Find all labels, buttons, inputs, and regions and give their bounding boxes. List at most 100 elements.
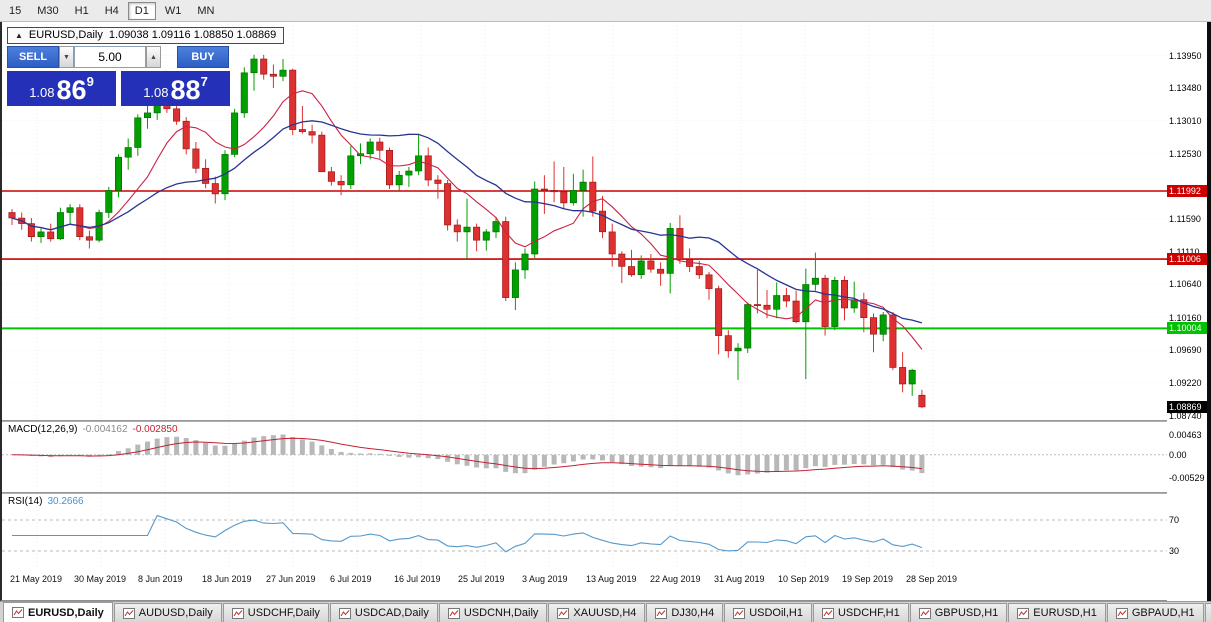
mini-chart-icon xyxy=(447,607,460,619)
mini-chart-icon xyxy=(231,607,244,619)
tab-label: EURUSD,Daily xyxy=(28,606,104,619)
rsi-panel-canvas[interactable] xyxy=(2,494,1167,568)
price-level-tag: 1.10004 xyxy=(1167,322,1207,335)
time-axis-label: 13 Aug 2019 xyxy=(586,574,637,584)
timeframe-button-mn[interactable]: MN xyxy=(190,2,221,20)
rsi-label: RSI(14) 30.2666 xyxy=(6,496,86,507)
bid-big-digits: 86 xyxy=(56,75,87,105)
time-axis-label: 19 Sep 2019 xyxy=(842,574,894,584)
buy-button[interactable]: BUY xyxy=(177,46,229,68)
timeframe-button-h1[interactable]: H1 xyxy=(68,2,96,20)
timeframe-button-d1[interactable]: D1 xyxy=(127,1,156,20)
time-axis-label: 3 Aug 2019 xyxy=(522,574,568,584)
tab-label: EURUSD,H1 xyxy=(1033,607,1097,619)
time-axis-label: 16 Jul 2019 xyxy=(394,574,441,584)
chart-tab-usdjp[interactable]: USDJP xyxy=(1204,603,1211,622)
volume-down-button[interactable]: ▼ xyxy=(59,46,74,68)
time-axis-label: 27 Jun 2019 xyxy=(266,574,316,584)
sell-button[interactable]: SELL xyxy=(7,46,59,68)
chart-tab-usdoil-h1[interactable]: USDOil,H1 xyxy=(724,603,812,622)
tab-label: USDCAD,Daily xyxy=(354,607,429,619)
mini-chart-icon xyxy=(733,607,746,619)
timeframe-button-m30[interactable]: M30 xyxy=(30,2,65,20)
mini-chart-icon xyxy=(338,607,351,619)
tab-label: AUDUSD,Daily xyxy=(138,607,213,619)
panel-divider[interactable] xyxy=(2,420,1207,422)
volume-up-button[interactable]: ▲ xyxy=(146,46,161,68)
axis-tick: 1.10640 xyxy=(1169,279,1202,290)
tab-label: USDOil,H1 xyxy=(749,607,803,619)
ask-prefix: 1.08 xyxy=(143,85,169,100)
time-axis-label: 18 Jun 2019 xyxy=(202,574,252,584)
chart-tab-usdchf-daily[interactable]: USDCHF,Daily xyxy=(222,603,329,622)
price-level-tag: 1.08869 xyxy=(1167,400,1207,413)
chart-tab-usdcnh-daily[interactable]: USDCNH,Daily xyxy=(438,603,548,622)
price-level-tag: 1.11992 xyxy=(1167,184,1207,197)
mini-chart-icon xyxy=(655,607,668,619)
mini-chart-icon xyxy=(12,607,24,618)
rsi-name: RSI(14) xyxy=(8,496,43,507)
axis-tick: 1.10160 xyxy=(1169,312,1202,323)
chart-area: 21 May 2019 30 May 2019 8 Jun 2019 18 Jun 2… xyxy=(0,22,1211,601)
time-axis-label: 31 Aug 2019 xyxy=(714,574,765,584)
macd-signal-value: -0.002850 xyxy=(132,424,178,435)
spacer xyxy=(161,46,177,68)
mini-chart-icon xyxy=(1115,607,1128,619)
time-axis-label: 21 May 2019 xyxy=(10,574,63,584)
axis-tick: 1.13480 xyxy=(1169,83,1202,94)
axis-tick: 1.12530 xyxy=(1169,148,1202,159)
axis-tick: 70 xyxy=(1169,515,1180,525)
chart-tab-xauusd-h4[interactable]: XAUUSD,H4 xyxy=(548,603,646,622)
time-axis-label: 28 Sep 2019 xyxy=(906,574,958,584)
axis-tick: 1.11590 xyxy=(1169,213,1201,224)
time-axis-label: 25 Jul 2019 xyxy=(458,574,505,584)
tab-label: GBPUSD,H1 xyxy=(934,607,999,619)
tab-label: DJ30,H4 xyxy=(671,607,715,619)
axis-tick: 1.13950 xyxy=(1169,50,1202,61)
axis-tick: -0.00529 xyxy=(1169,472,1205,483)
timeframe-button-15[interactable]: 15 xyxy=(2,2,28,20)
time-axis-label: 22 Aug 2019 xyxy=(650,574,701,584)
main-chart-canvas[interactable] xyxy=(2,22,1167,420)
timeframe-button-w1[interactable]: W1 xyxy=(158,2,189,20)
time-axis-label: 10 Sep 2019 xyxy=(778,574,830,584)
chart-tab-usdcad-daily[interactable]: USDCAD,Daily xyxy=(329,603,438,622)
rsi-value: 30.2666 xyxy=(47,496,84,507)
time-axis-label: 8 Jun 2019 xyxy=(138,574,183,584)
panel-divider[interactable] xyxy=(2,492,1207,494)
macd-panel-canvas[interactable] xyxy=(2,422,1167,492)
time-axis-label: 30 May 2019 xyxy=(74,574,127,584)
chart-symbol: EURUSD,Daily xyxy=(28,29,103,41)
mini-chart-icon xyxy=(821,607,834,619)
price-axis: 1.13950 1.13480 1.13010 1.12530 1.11590 1.111… xyxy=(1167,22,1207,601)
chart-tab-usdchf-h1[interactable]: USDCHF,H1 xyxy=(812,603,909,622)
tab-label: USDCHF,Daily xyxy=(247,607,320,619)
timeframe-toolbar: 15 M30 H1 H4 D1 W1 MN xyxy=(0,0,1211,22)
chart-tab-eurusd-h1[interactable]: EURUSD,H1 xyxy=(1008,603,1106,622)
chart-tab-dj30-h4[interactable]: DJ30,H4 xyxy=(646,603,724,622)
window-edge xyxy=(1207,22,1211,601)
chart-tab-gbpusd-h1[interactable]: GBPUSD,H1 xyxy=(909,603,1008,622)
timeframe-button-h4[interactable]: H4 xyxy=(98,2,126,20)
ask-price-display: 1.08 88 7 xyxy=(121,71,230,106)
collapse-icon[interactable]: ▲ xyxy=(15,30,23,40)
mini-chart-icon xyxy=(557,607,570,619)
mini-chart-icon xyxy=(918,607,931,619)
time-axis-label: 6 Jul 2019 xyxy=(330,574,372,584)
price-level-tag: 1.11006 xyxy=(1167,253,1207,266)
chart-tab-gbpaud-h1[interactable]: GBPAUD,H1 xyxy=(1106,603,1204,622)
axis-tick: 1.11110 xyxy=(1169,246,1200,257)
chart-tab-audusd-daily[interactable]: AUDUSD,Daily xyxy=(113,603,222,622)
ask-big-digits: 88 xyxy=(170,75,201,105)
volume-input[interactable] xyxy=(74,46,146,68)
one-click-trading-panel: SELL ▼ ▲ BUY 1.08 86 9 1.08 88 7 xyxy=(7,46,231,106)
axis-tick: 0.00463 xyxy=(1169,429,1202,440)
macd-main-value: -0.004162 xyxy=(82,424,128,435)
tab-label: XAUUSD,H4 xyxy=(573,607,637,619)
time-axis: 21 May 2019 30 May 2019 8 Jun 2019 18 Jun 2… xyxy=(2,568,1167,590)
chart-ohlc-values: 1.09038 1.09116 1.08850 1.08869 xyxy=(108,29,277,41)
macd-name: MACD(12,26,9) xyxy=(8,424,78,435)
chart-tab-eurusd-daily[interactable]: EURUSD,Daily xyxy=(3,602,113,622)
tab-label: USDCHF,H1 xyxy=(837,607,900,619)
